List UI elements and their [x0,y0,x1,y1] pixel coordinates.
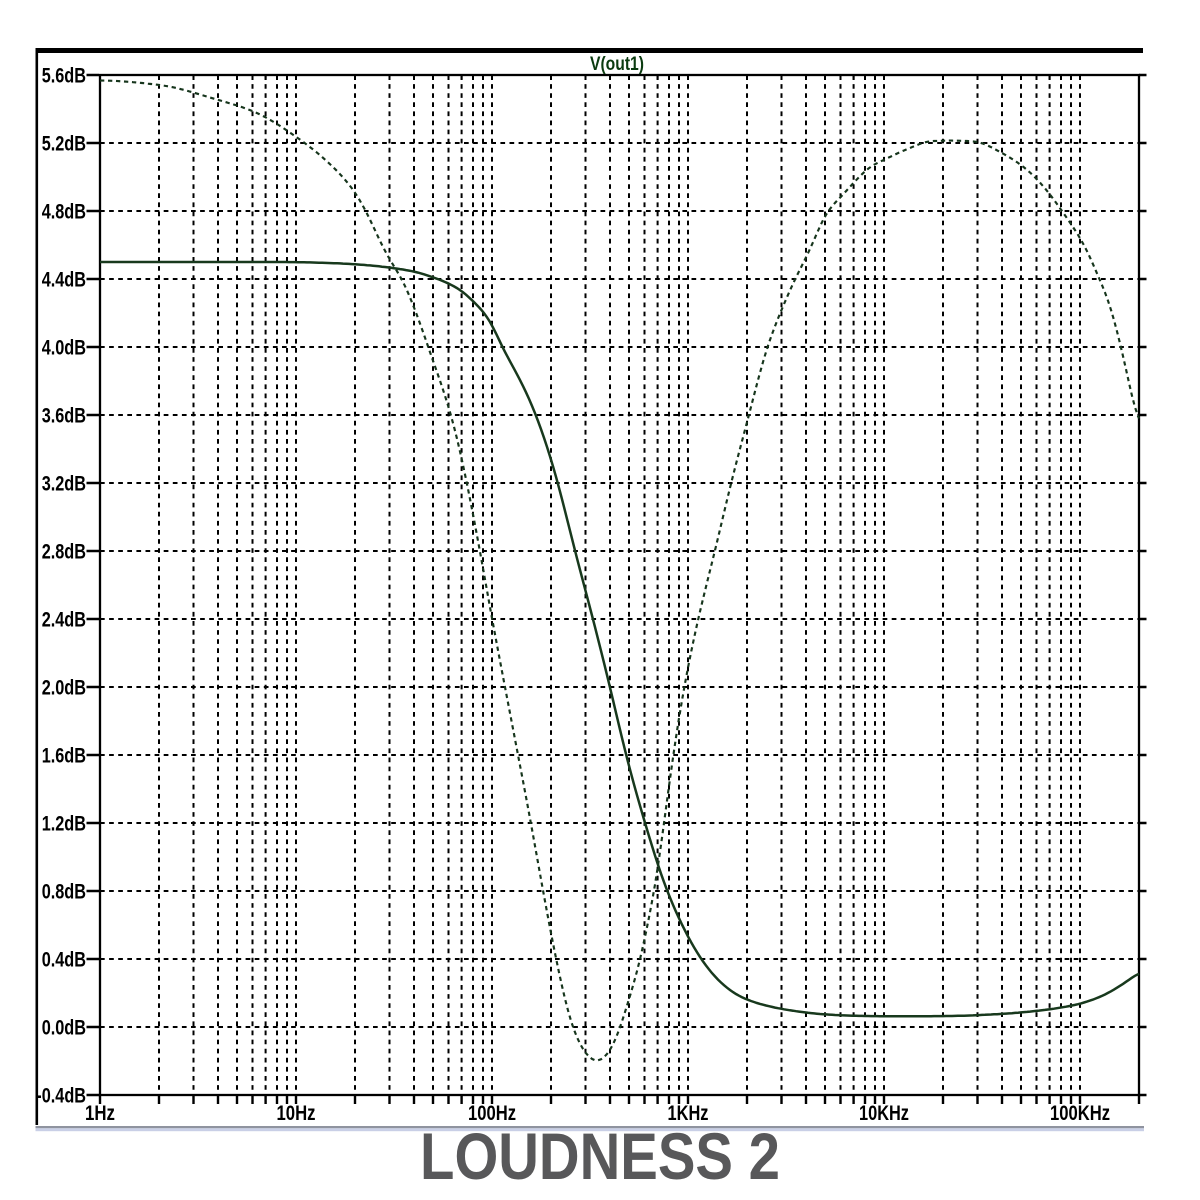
svg-text:LOUDNESS 2: LOUDNESS 2 [420,1120,780,1194]
svg-text:5.6dB: 5.6dB [42,65,86,88]
svg-text:4.4dB: 4.4dB [42,269,86,292]
svg-text:-0.4dB: -0.4dB [36,1085,86,1108]
svg-text:10Hz: 10Hz [277,1102,316,1125]
svg-text:2.4dB: 2.4dB [42,609,86,632]
svg-text:5.2dB: 5.2dB [42,133,86,156]
svg-text:2.8dB: 2.8dB [42,541,86,564]
svg-text:0.4dB: 0.4dB [42,949,86,972]
svg-text:1.2dB: 1.2dB [42,813,86,836]
svg-text:4.0dB: 4.0dB [42,337,86,360]
svg-text:0.0dB: 0.0dB [42,1017,86,1040]
svg-text:1KHz: 1KHz [668,1102,709,1125]
svg-text:1Hz: 1Hz [85,1102,115,1125]
svg-text:100KHz: 100KHz [1050,1102,1110,1125]
svg-text:3.6dB: 3.6dB [42,405,86,428]
svg-text:100Hz: 100Hz [468,1102,516,1125]
svg-text:4.8dB: 4.8dB [42,201,86,224]
svg-text:V(out1): V(out1) [590,54,644,75]
svg-text:3.2dB: 3.2dB [42,473,86,496]
svg-text:2.0dB: 2.0dB [42,677,86,700]
svg-text:1.6dB: 1.6dB [42,745,86,768]
svg-text:10KHz: 10KHz [859,1102,909,1125]
svg-text:0.8dB: 0.8dB [42,881,86,904]
